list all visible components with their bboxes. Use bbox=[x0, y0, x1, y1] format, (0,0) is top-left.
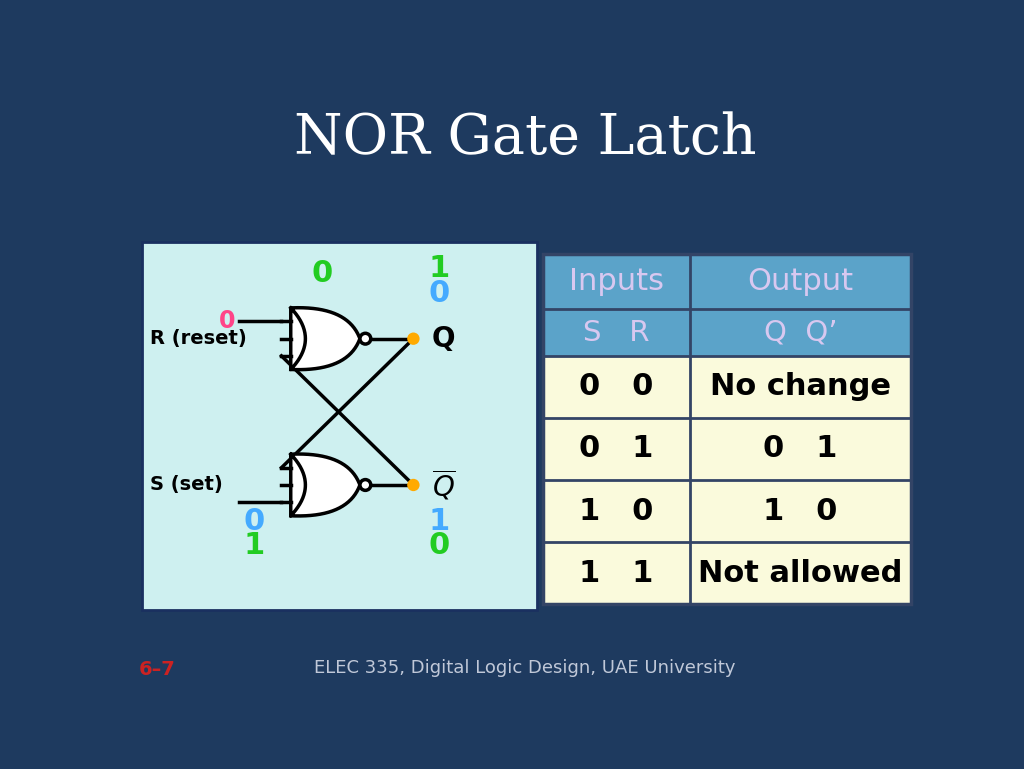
Text: Q  Q’: Q Q’ bbox=[764, 318, 837, 347]
Text: 0: 0 bbox=[244, 507, 265, 535]
Polygon shape bbox=[291, 308, 359, 370]
Text: No change: No change bbox=[710, 372, 891, 401]
Text: 0   0: 0 0 bbox=[579, 372, 653, 401]
Text: 1: 1 bbox=[244, 531, 265, 560]
Circle shape bbox=[359, 333, 371, 344]
Bar bbox=[543, 254, 910, 604]
Text: 0: 0 bbox=[429, 279, 451, 308]
Text: $\overline{Q}$: $\overline{Q}$ bbox=[432, 468, 456, 502]
Text: 1   0: 1 0 bbox=[763, 497, 838, 525]
Text: Not allowed: Not allowed bbox=[698, 559, 902, 588]
Text: NOR Gate Latch: NOR Gate Latch bbox=[294, 112, 756, 166]
Text: 0   1: 0 1 bbox=[579, 434, 653, 464]
Bar bbox=[543, 254, 910, 604]
Circle shape bbox=[408, 332, 420, 345]
Text: Output: Output bbox=[748, 267, 853, 296]
Circle shape bbox=[408, 479, 420, 491]
Text: S   R: S R bbox=[583, 318, 649, 347]
Text: 0   1: 0 1 bbox=[763, 434, 838, 464]
Text: Q: Q bbox=[432, 325, 456, 353]
Bar bbox=[543, 254, 910, 309]
Text: 1   1: 1 1 bbox=[579, 559, 653, 588]
Circle shape bbox=[359, 480, 371, 491]
Text: Inputs: Inputs bbox=[568, 267, 664, 296]
Polygon shape bbox=[291, 454, 359, 516]
Text: 6–7: 6–7 bbox=[139, 661, 176, 679]
Text: S (set): S (set) bbox=[150, 475, 222, 494]
Text: R (reset): R (reset) bbox=[150, 329, 247, 348]
Text: ELEC 335, Digital Logic Design, UAE University: ELEC 335, Digital Logic Design, UAE Univ… bbox=[314, 659, 735, 677]
Bar bbox=[543, 309, 910, 355]
Bar bbox=[142, 242, 538, 611]
Text: 0: 0 bbox=[429, 531, 451, 560]
Text: 1   0: 1 0 bbox=[579, 497, 653, 525]
Text: 0: 0 bbox=[219, 309, 236, 334]
Text: 0: 0 bbox=[311, 259, 333, 288]
Text: 1: 1 bbox=[429, 507, 451, 535]
Text: 1: 1 bbox=[429, 254, 451, 283]
